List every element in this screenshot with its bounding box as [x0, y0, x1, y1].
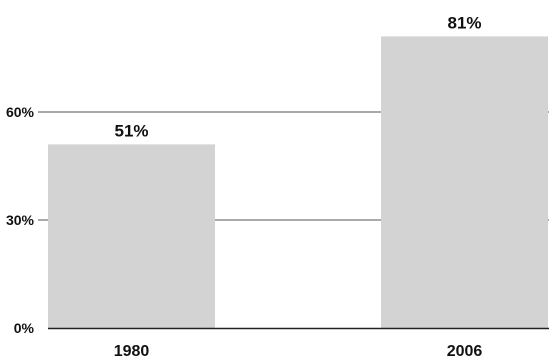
bar-2006	[381, 36, 548, 328]
y-tick-label: 30%	[6, 212, 35, 228]
bars	[48, 36, 548, 328]
category-label-2006: 2006	[447, 343, 483, 360]
category-label-1980: 1980	[114, 343, 150, 360]
bar-1980	[48, 144, 215, 328]
data-label-1980: 51%	[114, 121, 148, 140]
y-tick-label: 0%	[14, 320, 35, 336]
category-labels: 1980 2006	[114, 343, 483, 360]
data-label-2006: 81%	[447, 13, 481, 32]
y-tick-label: 60%	[6, 104, 35, 120]
y-axis-ticks: 0% 30% 60%	[6, 104, 35, 336]
